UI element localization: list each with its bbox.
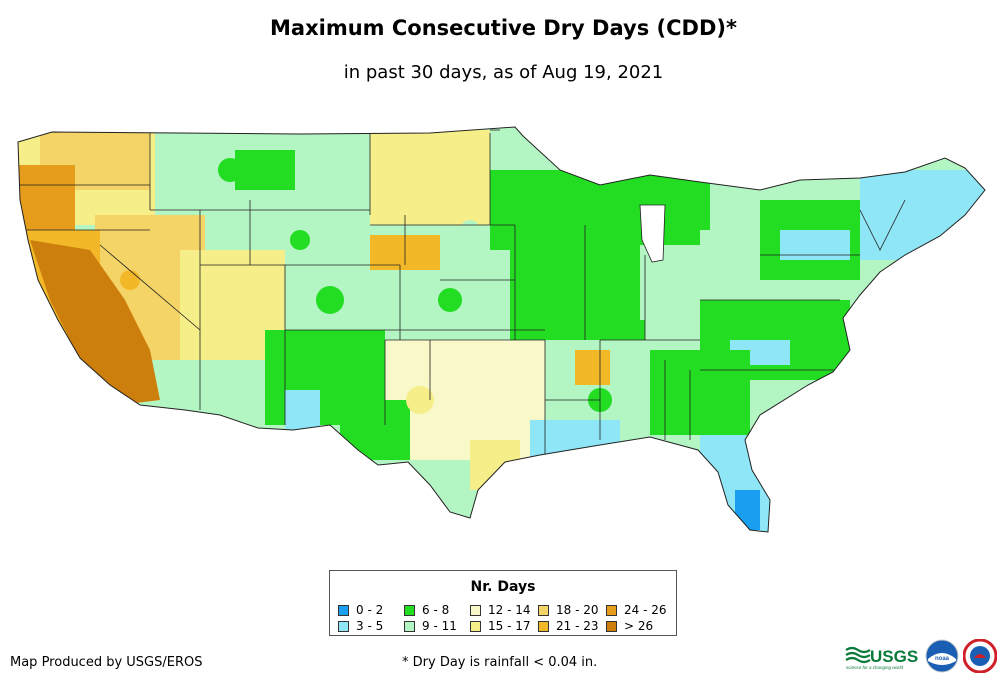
legend-item: > 26 <box>606 619 653 633</box>
legend-swatch <box>538 620 549 632</box>
legend-item: 12 - 14 <box>470 603 531 617</box>
legend-label: > 26 <box>624 619 654 633</box>
legend-swatch <box>470 604 481 616</box>
noaa-logo-text: noaa <box>935 656 950 662</box>
legend-label: 15 - 17 <box>488 619 531 633</box>
legend-swatch <box>606 620 617 632</box>
map-subtitle: in past 30 days, as of Aug 19, 2021 <box>343 62 664 83</box>
noaa-logo-icon: noaa <box>925 639 959 673</box>
legend-item: 24 - 26 <box>606 603 667 617</box>
legend-swatch <box>404 620 415 632</box>
legend-swatch <box>404 604 415 616</box>
usgs-logo-icon: USGS science for a changing world <box>845 646 918 670</box>
map-title: Maximum Consecutive Dry Days (CDD)* <box>270 16 737 40</box>
legend-swatch <box>538 604 549 616</box>
usgs-logo-text: USGS <box>870 647 918 666</box>
legend: Nr. Days 0 - 2 3 - 5 6 - 8 9 - 11 12 - 1… <box>329 570 677 636</box>
legend-item: 6 - 8 <box>404 603 449 617</box>
legend-label: 12 - 14 <box>488 603 531 617</box>
state-borders <box>18 129 906 455</box>
us-outline <box>17 126 986 533</box>
us-landmass <box>18 127 985 532</box>
legend-item: 21 - 23 <box>538 619 599 633</box>
legend-swatch <box>470 620 481 632</box>
legend-label: 3 - 5 <box>356 619 384 633</box>
usgs-tagline: science for a changing world <box>846 665 904 670</box>
lake-michigan <box>639 204 666 263</box>
legend-title: Nr. Days <box>470 579 536 595</box>
legend-label: 9 - 11 <box>422 619 457 633</box>
legend-item: 18 - 20 <box>538 603 599 617</box>
legend-item: 15 - 17 <box>470 619 531 633</box>
legend-label: 24 - 26 <box>624 603 667 617</box>
legend-label: 21 - 23 <box>556 619 599 633</box>
legend-label: 6 - 8 <box>422 603 450 617</box>
legend-swatch <box>338 620 349 632</box>
legend-swatch <box>338 604 349 616</box>
legend-item: 9 - 11 <box>404 619 457 633</box>
legend-item: 3 - 5 <box>338 619 383 633</box>
us-cdd-map <box>17 126 986 533</box>
legend-item: 0 - 2 <box>338 603 383 617</box>
legend-swatch <box>606 604 617 616</box>
nws-logo-icon <box>963 639 997 673</box>
dry-day-footnote: * Dry Day is rainfall < 0.04 in. <box>402 655 598 670</box>
map-credit: Map Produced by USGS/EROS <box>10 655 203 670</box>
legend-label: 0 - 2 <box>356 603 384 617</box>
legend-label: 18 - 20 <box>556 603 599 617</box>
